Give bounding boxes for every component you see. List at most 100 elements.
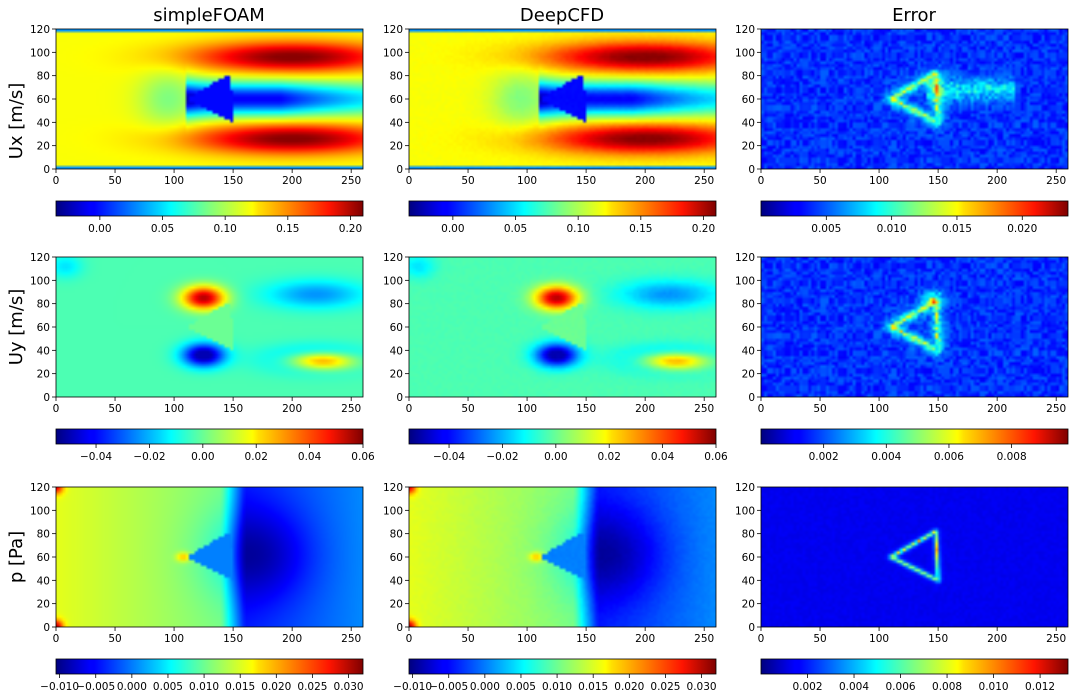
x-tick-label: 50 — [108, 403, 121, 415]
colorbar-tick-label: 0.15 — [276, 223, 299, 235]
colorbar-tick-label: 0.005 — [811, 223, 841, 235]
colorbar-tick-label: 0.006 — [934, 451, 964, 463]
y-tick-label: 120 — [383, 482, 403, 494]
y-tick-label: 40 — [390, 345, 403, 357]
colorbar-tick-label: −0.005 — [429, 681, 468, 693]
y-tick-label: 0 — [396, 164, 403, 176]
colorbar-tick-label: 0.00 — [191, 451, 214, 463]
y-tick-label: 60 — [37, 322, 50, 334]
colorbar-tick-label: 0.005 — [506, 681, 536, 693]
y-tick-label: 40 — [390, 117, 403, 129]
colorbar-p-deepcfd — [408, 658, 717, 675]
x-tick-label: 200 — [987, 633, 1007, 645]
x-tick-label: 200 — [635, 633, 655, 645]
y-tick-label: 0 — [748, 622, 755, 634]
x-tick-label: 200 — [635, 175, 655, 187]
y-tick-label: 0 — [396, 622, 403, 634]
y-tick-label: 60 — [390, 552, 403, 564]
x-tick-label: 0 — [53, 403, 60, 415]
colorbar-uy-deepcfd — [408, 428, 717, 445]
y-tick-label: 100 — [735, 47, 755, 59]
y-tick-label: 100 — [735, 505, 755, 517]
colorbar-tick-label: 0.05 — [151, 223, 174, 235]
colorbar-tick-label: 0.04 — [298, 451, 322, 463]
colorbar-tick-label: 0.030 — [334, 681, 364, 693]
x-tick-label: 200 — [635, 403, 655, 415]
colorbar-tick-label: 0.02 — [245, 451, 268, 463]
y-tick-label: 0 — [396, 392, 403, 404]
y-tick-label: 80 — [742, 71, 755, 83]
x-tick-label: 0 — [53, 175, 60, 187]
y-tick-label: 100 — [735, 275, 755, 287]
x-tick-label: 50 — [461, 633, 474, 645]
y-tick-label: 100 — [30, 275, 50, 287]
y-tick-label: 100 — [383, 275, 403, 287]
colorbar-tick-label: 0.010 — [542, 681, 572, 693]
colorbar-tick-label: 0.04 — [651, 451, 675, 463]
heatmap-cells-p-deepcfd — [409, 487, 716, 627]
x-tick-label: 200 — [282, 633, 302, 645]
x-tick-label: 150 — [223, 403, 243, 415]
y-tick-label: 20 — [742, 599, 755, 611]
colorbar-uy-error — [760, 428, 1069, 445]
column-title-simplefoam: simpleFOAM — [153, 5, 264, 26]
y-tick-label: 40 — [742, 117, 755, 129]
y-tick-label: 60 — [742, 322, 755, 334]
colorbar-tick-label: 0.00 — [88, 223, 111, 235]
x-tick-label: 50 — [813, 403, 826, 415]
colorbar-tick-label: 0.010 — [979, 681, 1009, 693]
colorbar-tick-label: 0.20 — [692, 223, 715, 235]
x-tick-label: 150 — [928, 633, 948, 645]
x-tick-label: 100 — [517, 175, 537, 187]
y-tick-label: 60 — [37, 552, 50, 564]
colorbar-ux-error — [760, 200, 1069, 217]
colorbar-tick-label: 0.000 — [117, 681, 147, 693]
heatmap-cells-ux-simplefoam — [56, 29, 363, 169]
y-tick-label: 20 — [390, 141, 403, 153]
y-tick-label: 20 — [742, 369, 755, 381]
x-tick-label: 0 — [406, 633, 413, 645]
x-tick-label: 150 — [928, 175, 948, 187]
x-tick-label: 50 — [108, 633, 121, 645]
x-tick-label: 250 — [1046, 403, 1066, 415]
x-tick-label: 100 — [164, 175, 184, 187]
y-tick-label: 20 — [390, 599, 403, 611]
x-tick-label: 50 — [461, 403, 474, 415]
x-tick-label: 200 — [987, 403, 1007, 415]
row-label-p: p [Pa] — [6, 531, 27, 583]
colorbar-p-simplefoam — [55, 658, 364, 675]
x-tick-label: 100 — [164, 633, 184, 645]
y-tick-label: 0 — [43, 622, 50, 634]
x-tick-label: 0 — [758, 403, 765, 415]
colorbar-tick-label: 0.02 — [598, 451, 621, 463]
x-tick-label: 150 — [576, 403, 596, 415]
y-tick-label: 0 — [43, 164, 50, 176]
x-tick-label: 100 — [517, 403, 537, 415]
x-tick-label: 150 — [223, 633, 243, 645]
y-tick-label: 80 — [37, 71, 50, 83]
y-tick-label: 120 — [383, 24, 403, 36]
y-tick-label: 0 — [748, 164, 755, 176]
y-tick-label: 60 — [390, 322, 403, 334]
y-tick-label: 80 — [37, 529, 50, 541]
heatmap-cells-uy-deepcfd — [409, 257, 716, 397]
x-tick-label: 50 — [813, 633, 826, 645]
x-tick-label: 100 — [869, 175, 889, 187]
heatmap-cells-p-error — [761, 487, 1068, 627]
y-tick-label: 40 — [37, 345, 50, 357]
row-label-ux: Ux [m/s] — [6, 83, 27, 160]
x-tick-label: 250 — [341, 403, 361, 415]
heatmap-cells-uy-simplefoam — [56, 257, 363, 397]
colorbar-ux-simplefoam — [55, 200, 364, 217]
colorbar-tick-label: 0.020 — [614, 681, 644, 693]
y-tick-label: 120 — [735, 24, 755, 36]
colorbar-uy-simplefoam — [55, 428, 364, 445]
colorbar-tick-label: 0.015 — [225, 681, 255, 693]
y-tick-label: 20 — [37, 599, 50, 611]
x-tick-label: 100 — [869, 403, 889, 415]
y-tick-label: 0 — [748, 392, 755, 404]
colorbar-tick-label: 0.002 — [792, 681, 822, 693]
colorbar-tick-label: 0.10 — [213, 223, 236, 235]
colorbar-tick-label: 0.10 — [566, 223, 589, 235]
